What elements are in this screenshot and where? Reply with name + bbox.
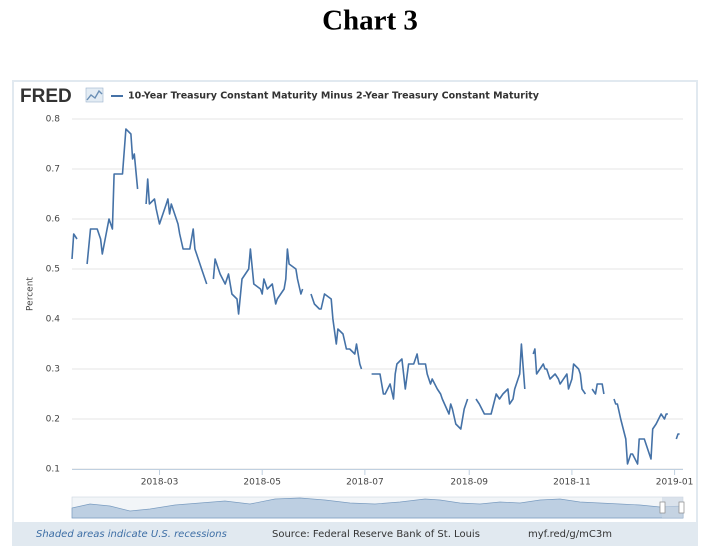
plot-area (72, 110, 683, 470)
x-tick-label: 2019-01 (656, 478, 694, 488)
logo-icon (85, 87, 104, 103)
page-title: Chart 3 (322, 5, 418, 37)
x-tick-label: 2018-11 (553, 478, 591, 488)
navigator (71, 496, 685, 519)
y-tick-label: 0.4 (46, 315, 61, 325)
y-tick-label: 0.2 (46, 415, 60, 425)
fred-logo: FRED (20, 86, 72, 107)
y-tick-label: 0.6 (46, 215, 61, 225)
x-tick-label: 2018-09 (450, 478, 488, 488)
data-line (71, 128, 680, 465)
legend-label: 10-Year Treasury Constant Maturity Minus… (128, 91, 540, 102)
y-tick-label: 0.7 (46, 165, 60, 175)
y-axis-label: Percent (26, 277, 36, 311)
footer-link: myf.red/g/mC3m (528, 529, 612, 540)
x-tick-label: 2018-03 (141, 478, 179, 488)
y-tick-label: 0.8 (46, 115, 61, 125)
footer-source: Source: Federal Reserve Bank of St. Loui… (272, 529, 480, 540)
y-tick-label: 0.3 (46, 365, 60, 375)
y-tick-label: 0.5 (46, 265, 60, 275)
x-tick-label: 2018-07 (346, 478, 384, 488)
y-tick-label: 0.1 (46, 465, 60, 475)
footer-recessions: Shaded areas indicate U.S. recessions (36, 529, 227, 540)
x-tick-label: 2018-05 (243, 478, 281, 488)
